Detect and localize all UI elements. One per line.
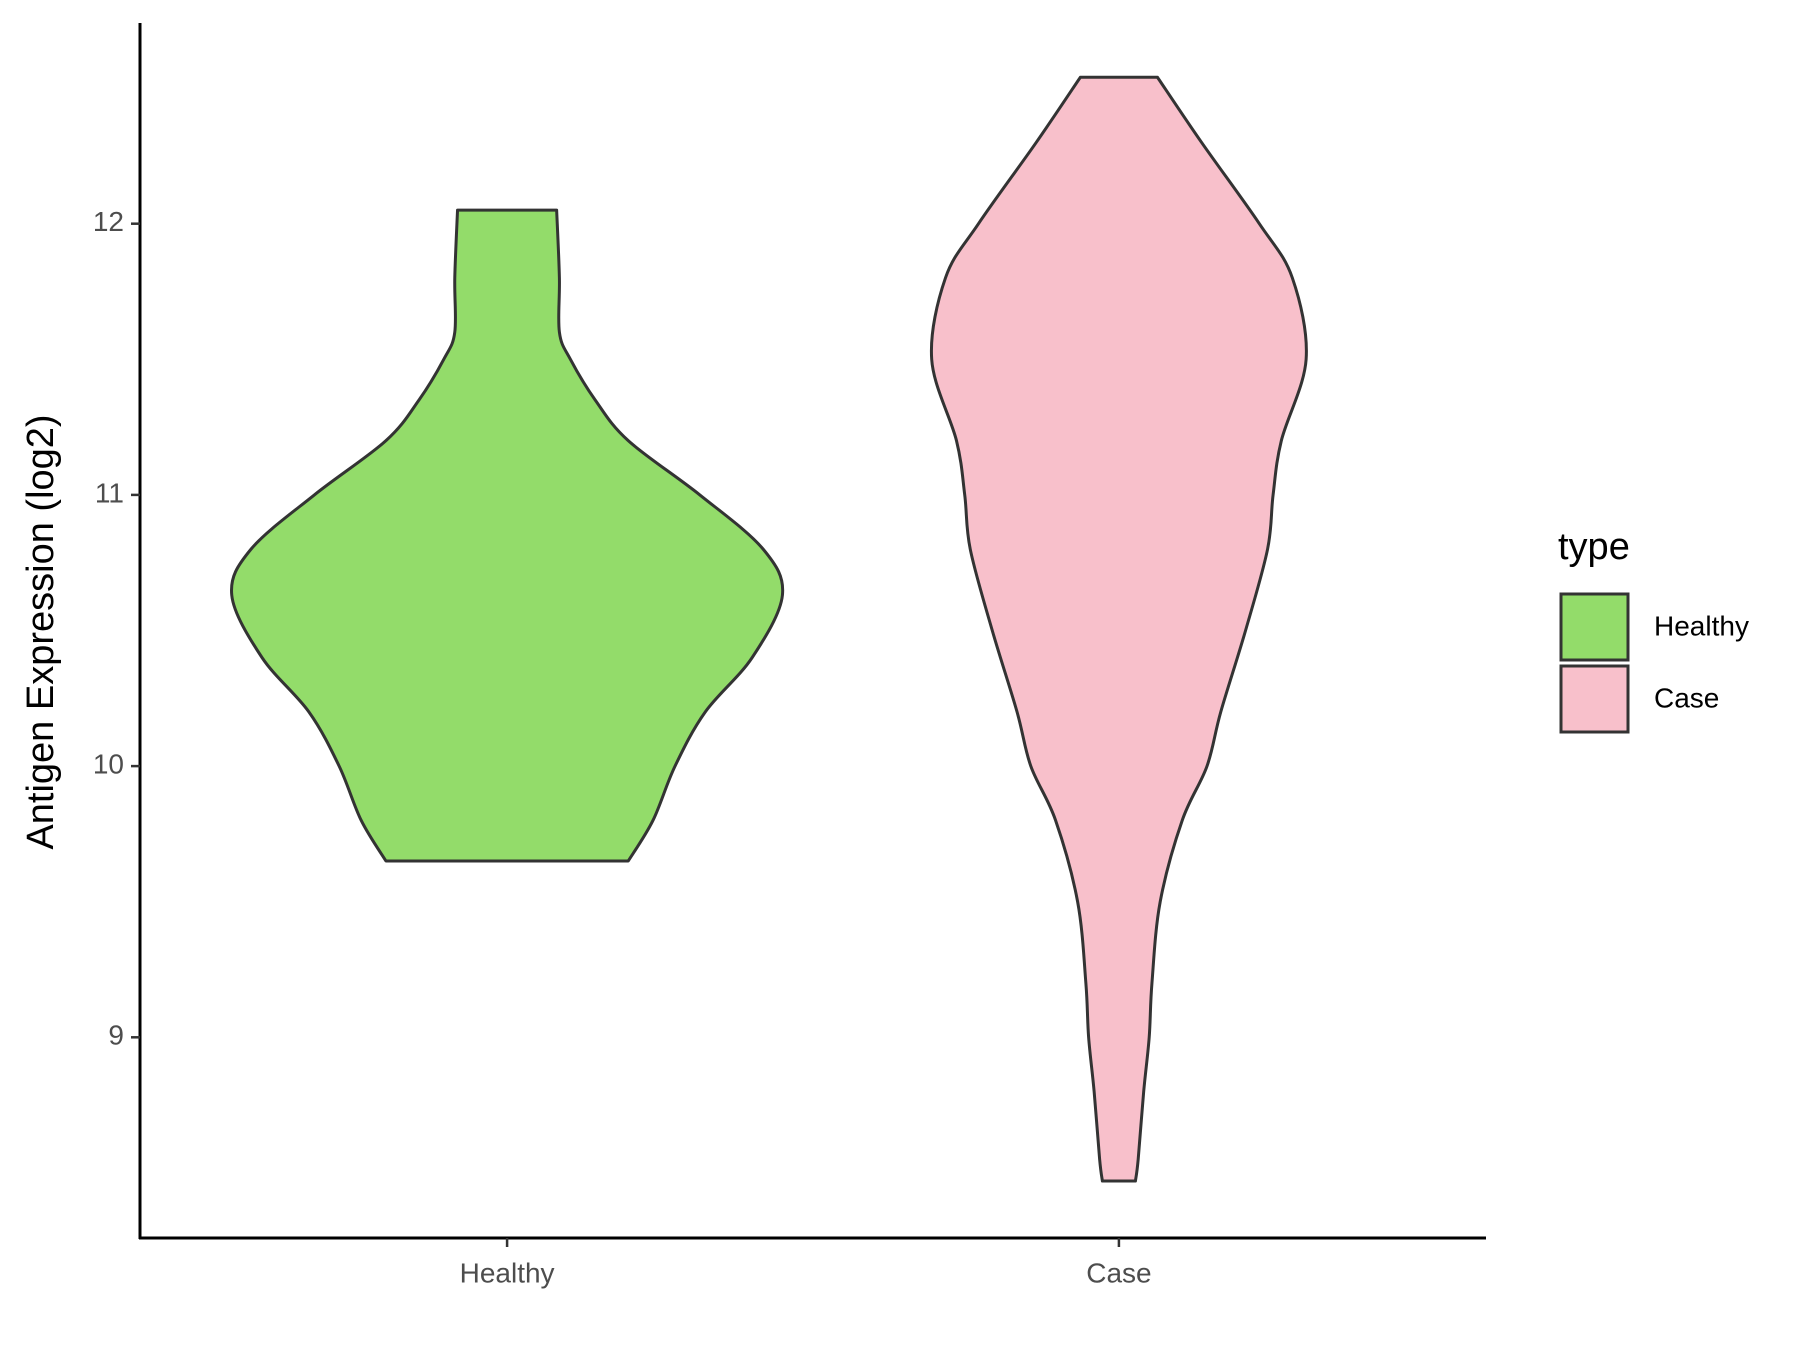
y-tick-label: 12 [93,206,124,237]
legend-label: Healthy [1654,610,1749,641]
y-tick-label: 9 [108,1020,124,1051]
y-tick-label: 10 [93,748,124,779]
x-tick-label: Healthy [460,1257,555,1288]
y-tick-label: 11 [95,477,124,508]
x-tick-label: Case [1086,1257,1151,1288]
y-axis-title: Antigen Expression (log2) [20,414,62,849]
legend-title: type [1558,526,1630,568]
legend-label: Case [1654,682,1719,713]
legend-key [1559,592,1630,662]
violin [230,208,785,863]
legend-key [1559,664,1630,734]
violin [929,75,1308,1183]
